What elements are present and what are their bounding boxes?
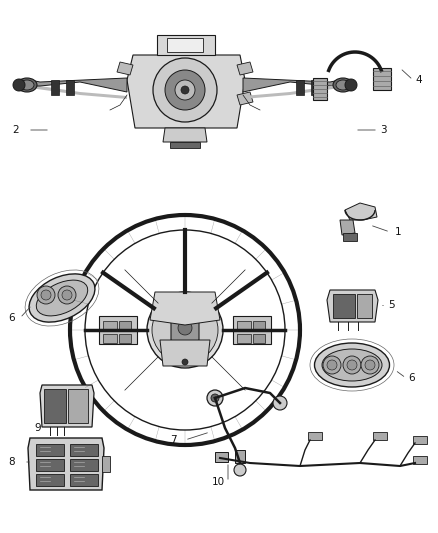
Polygon shape xyxy=(373,68,391,90)
Polygon shape xyxy=(66,80,74,95)
Polygon shape xyxy=(340,220,355,235)
Polygon shape xyxy=(30,78,127,92)
Ellipse shape xyxy=(336,80,350,90)
Circle shape xyxy=(181,86,189,94)
Circle shape xyxy=(361,356,379,374)
FancyBboxPatch shape xyxy=(119,334,131,343)
Polygon shape xyxy=(40,385,94,427)
FancyBboxPatch shape xyxy=(237,321,251,330)
FancyBboxPatch shape xyxy=(103,334,117,343)
Polygon shape xyxy=(28,438,104,490)
Ellipse shape xyxy=(333,78,353,92)
Polygon shape xyxy=(170,142,200,148)
Polygon shape xyxy=(311,80,319,95)
Polygon shape xyxy=(127,55,245,128)
Circle shape xyxy=(327,360,337,370)
Circle shape xyxy=(273,396,287,410)
Polygon shape xyxy=(237,92,253,105)
Polygon shape xyxy=(413,456,427,464)
FancyBboxPatch shape xyxy=(70,444,98,456)
Ellipse shape xyxy=(29,274,95,322)
Text: 8: 8 xyxy=(8,457,14,467)
Circle shape xyxy=(62,290,72,300)
Circle shape xyxy=(37,286,55,304)
Polygon shape xyxy=(163,128,207,142)
Polygon shape xyxy=(243,85,340,99)
FancyBboxPatch shape xyxy=(36,459,64,471)
Text: 2: 2 xyxy=(12,125,19,135)
Text: 7: 7 xyxy=(170,435,177,445)
Circle shape xyxy=(178,321,192,335)
Polygon shape xyxy=(30,78,127,99)
Polygon shape xyxy=(345,203,377,220)
Polygon shape xyxy=(413,436,427,444)
FancyBboxPatch shape xyxy=(70,474,98,486)
Polygon shape xyxy=(313,78,327,100)
Circle shape xyxy=(234,464,246,476)
Polygon shape xyxy=(243,78,340,92)
Ellipse shape xyxy=(36,280,88,316)
Text: 6: 6 xyxy=(8,313,14,323)
FancyBboxPatch shape xyxy=(102,456,110,472)
Polygon shape xyxy=(373,432,387,440)
Circle shape xyxy=(323,356,341,374)
Ellipse shape xyxy=(314,343,389,387)
Ellipse shape xyxy=(17,78,37,92)
FancyBboxPatch shape xyxy=(103,321,117,330)
Text: 3: 3 xyxy=(380,125,387,135)
Circle shape xyxy=(147,292,223,368)
Circle shape xyxy=(343,356,361,374)
Polygon shape xyxy=(157,35,215,55)
Circle shape xyxy=(182,359,188,365)
Circle shape xyxy=(58,286,76,304)
Circle shape xyxy=(365,360,375,370)
Circle shape xyxy=(345,79,357,91)
Polygon shape xyxy=(296,80,304,95)
FancyBboxPatch shape xyxy=(68,389,88,423)
Circle shape xyxy=(41,290,51,300)
Circle shape xyxy=(175,80,195,100)
FancyBboxPatch shape xyxy=(253,334,265,343)
Polygon shape xyxy=(51,80,59,95)
Text: 1: 1 xyxy=(395,227,402,237)
Polygon shape xyxy=(150,292,220,325)
FancyBboxPatch shape xyxy=(36,474,64,486)
Text: 6: 6 xyxy=(408,373,415,383)
Text: 4: 4 xyxy=(415,75,422,85)
FancyBboxPatch shape xyxy=(119,321,131,330)
Polygon shape xyxy=(171,308,199,348)
Polygon shape xyxy=(235,450,245,463)
Polygon shape xyxy=(160,340,210,366)
Circle shape xyxy=(211,394,219,402)
Circle shape xyxy=(347,360,357,370)
Circle shape xyxy=(207,390,223,406)
Polygon shape xyxy=(233,316,271,344)
Circle shape xyxy=(152,297,218,363)
Polygon shape xyxy=(333,294,355,318)
Polygon shape xyxy=(99,316,137,344)
Circle shape xyxy=(153,58,217,122)
Polygon shape xyxy=(327,290,378,322)
FancyBboxPatch shape xyxy=(70,459,98,471)
Text: 9: 9 xyxy=(35,423,41,433)
Ellipse shape xyxy=(322,349,382,381)
Circle shape xyxy=(13,79,25,91)
FancyBboxPatch shape xyxy=(44,389,66,423)
Text: 10: 10 xyxy=(212,477,225,487)
Ellipse shape xyxy=(20,80,34,90)
FancyBboxPatch shape xyxy=(237,334,251,343)
FancyBboxPatch shape xyxy=(167,38,203,52)
FancyBboxPatch shape xyxy=(343,233,357,241)
FancyBboxPatch shape xyxy=(253,321,265,330)
Polygon shape xyxy=(117,62,133,75)
Polygon shape xyxy=(237,62,253,75)
Polygon shape xyxy=(308,432,322,440)
FancyBboxPatch shape xyxy=(36,444,64,456)
Polygon shape xyxy=(357,294,372,318)
Polygon shape xyxy=(215,452,228,462)
Text: 5: 5 xyxy=(388,300,395,310)
Circle shape xyxy=(165,70,205,110)
